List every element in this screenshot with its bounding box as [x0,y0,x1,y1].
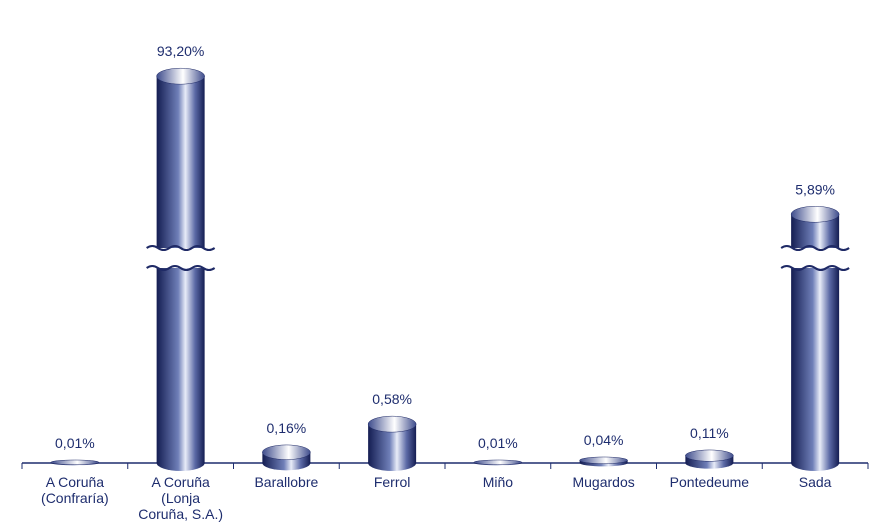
bar [50,459,100,466]
bar-base [791,455,840,471]
x-tick-label: Sada [799,474,832,490]
bar-base [262,455,311,471]
break-line [146,265,216,271]
break-line [780,265,850,271]
bar [579,456,628,467]
bar [780,206,850,471]
x-tick-label: Mugardos [572,474,634,490]
break-line [146,245,216,251]
value-label: 93,20% [157,43,204,59]
bar-base [368,455,417,471]
bar [262,444,311,471]
value-label: 0,11% [690,425,729,441]
value-label: 0,16% [267,420,307,436]
x-tick-label: Miño [483,474,514,490]
break-gap [154,248,207,268]
value-label: 0,01% [478,435,518,451]
break-gap [789,248,842,268]
value-label: 5,89% [795,181,835,197]
x-tick-label: A Coruña (Confraría) [41,474,109,506]
bar-base [156,455,205,471]
value-label: 0,58% [372,391,412,407]
value-label: 0,01% [55,435,95,451]
bar-cap [50,459,100,465]
x-tick-label: Barallobre [254,474,318,490]
bar [146,67,216,471]
bar [685,449,734,469]
x-tick-label: A Coruña (Lonja Coruña, S.A.) [138,474,223,522]
x-tick-label: Ferrol [374,474,411,490]
value-label: 0,04% [584,432,624,448]
bar-cap [473,459,523,465]
bar-cap [156,67,205,85]
break-line [780,245,850,251]
bar-cap [790,206,840,223]
bar [367,415,417,471]
bar-cap [685,449,734,462]
bar [473,459,523,466]
bar-cap [367,415,417,433]
bar-cap [579,456,628,464]
x-tick-label: Pontedeume [670,474,750,490]
bar-cap [262,444,311,460]
